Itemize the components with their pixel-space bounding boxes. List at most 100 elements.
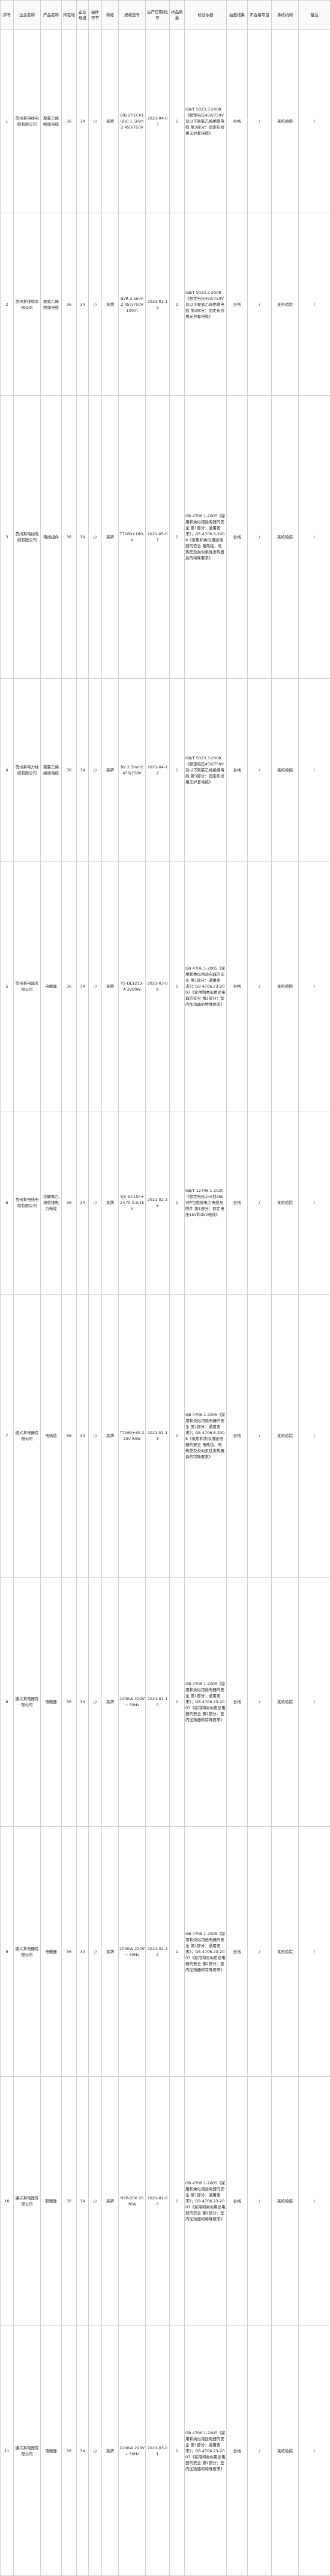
table-cell: 合格 — [226, 395, 248, 679]
table-cell: 遵义某电器有限公司 — [13, 1826, 41, 2077]
table-cell: 34 — [76, 1576, 89, 1827]
table-cell: GB 4706.1-2005《家用和类似用途电器的安全 第1部分：通用要求》；G… — [184, 2076, 227, 2327]
table-cell: 36 — [61, 212, 77, 396]
table-cell: / — [247, 212, 272, 396]
table-cell: / — [247, 2325, 272, 2576]
table-cell: 6 — [0, 1111, 14, 1295]
column-header: 企业规模 — [76, 0, 89, 30]
table-cell: 2021-03-15 — [145, 212, 170, 396]
table-cell: 合格 — [226, 29, 248, 213]
table-cell: YS-DL1213-A 2200W — [118, 861, 146, 1112]
table-cell: 小 — [88, 2076, 102, 2327]
table-cell: 34 — [76, 2325, 89, 2576]
table-cell: 小 — [88, 1294, 102, 1578]
table-cell: 34 — [76, 1826, 89, 2077]
table-cell: 合格 — [226, 678, 248, 862]
table-cell: 1 — [169, 1111, 185, 1295]
table-cell: 某检验院 — [271, 29, 299, 213]
header-row: 序号 企业名称 产品名称 所在地 企业规模 抽样环节 商标 规格型号 生产日期/批号 样品数量 检验… — [0, 0, 330, 30]
table-cell: 2000W 220V~ 50Hz — [118, 1826, 146, 2077]
table-cell: 1 — [169, 1826, 185, 2077]
table-cell: / — [247, 395, 272, 679]
table-cell: 贵州某线缆有限公司 — [13, 212, 41, 396]
table-cell: 小 — [88, 1826, 102, 2077]
table-cell: / — [247, 861, 272, 1112]
table-cell: 合格 — [226, 1826, 248, 2077]
table-cell: 7 — [0, 1294, 14, 1578]
table-cell: 小 — [88, 2325, 102, 2576]
table-cell: 某检验院 — [271, 1111, 299, 1295]
table-cell: 合格 — [226, 212, 248, 396]
table-cell: / — [298, 212, 330, 396]
table-cell: / — [298, 2076, 330, 2327]
table-cell: 合格 — [226, 2325, 248, 2576]
table-cell: 某检验院 — [271, 1826, 299, 2077]
table-cell: GB 4706.1-2005《家用和类似用途电器的安全 第1部分：通用要求》；G… — [184, 1826, 227, 2077]
table-cell: 聚氯乙烯绝缘电缆 — [40, 678, 62, 862]
table-cell: 某检验院 — [271, 1294, 299, 1578]
table-cell: 电暖器 — [40, 1826, 62, 2077]
table-cell: / — [247, 1111, 272, 1295]
table-row: 2 贵州某线缆有限公司 聚氯乙烯绝缘电缆 36 34 小某牌 BVR 2.5mm2 450/… — [0, 212, 330, 396]
table-cell: 2021-02-22 — [145, 1826, 170, 2077]
table-cell: 小 — [88, 861, 102, 1112]
table-cell: 电热毯 — [40, 1294, 62, 1578]
table-cell: 2021-05-07 — [145, 395, 170, 679]
table-cell: 合格 — [226, 1111, 248, 1295]
table-cell: / — [247, 29, 272, 213]
table-cell: BVR 2.5mm2 450/750V 100m — [118, 212, 146, 396]
table-row: 5 贵州某电器有限公司 电暖器 36 34 小某牌 YS-DL1213-A 2200W 202… — [0, 861, 330, 1112]
table-cell: 电暖器 — [40, 1576, 62, 1827]
column-header: 承检机构 — [271, 0, 299, 30]
table-cell: 34 — [76, 861, 89, 1112]
table-cell: GB 4706.1-2005《家用和类似用途电器的安全 第1部分：通用要求》；G… — [184, 395, 227, 679]
table-cell: 34 — [76, 395, 89, 679]
table-cell: 34 — [76, 1294, 89, 1578]
table-cell: 贵州某电器有限公司 — [13, 861, 41, 1112]
table-cell: 小 — [88, 678, 102, 862]
table-cell: 某牌 — [101, 1294, 119, 1578]
table-cell: 8 — [0, 1576, 14, 1827]
table-cell: 36 — [61, 2325, 77, 2576]
table-cell: 36 — [61, 861, 77, 1112]
table-cell: 某检验院 — [271, 212, 299, 396]
table-cell: 34 — [76, 212, 89, 396]
table-cell: 2021-03-01 — [145, 2325, 170, 2576]
column-header: 生产日期/批号 — [145, 0, 170, 30]
table-cell: 某牌 — [101, 1111, 119, 1295]
table-cell: 34 — [76, 2076, 89, 2327]
table-cell: 电暖器 — [40, 861, 62, 1112]
table-cell: 36 — [61, 1576, 77, 1827]
table-cell: 1 — [169, 212, 185, 396]
table-cell: YJV 3×150+2×70 0.6/1kV — [118, 1111, 146, 1295]
table-cell: / — [247, 1826, 272, 2077]
table-cell: GB 4706.1-2005《家用和类似用途电器的安全 第1部分：通用要求》；G… — [184, 1294, 227, 1578]
table-cell: 2021-02-10 — [145, 1576, 170, 1827]
table-cell: 1 — [169, 395, 185, 679]
column-header: 抽查结果 — [226, 0, 248, 30]
table-cell: 2021-02-26 — [145, 1111, 170, 1295]
table-cell: / — [247, 2076, 272, 2327]
table-cell: 某牌 — [101, 212, 119, 396]
table-cell: 10 — [0, 2076, 14, 2327]
table-row: 3 贵州某电线电缆有限公司 电线组件 36 34 小某牌 T7160+180-K 2021-0… — [0, 395, 330, 679]
table-cell: GB/T 12706.1-2020《额定电压1kV到35kV挤包绝缘电力电缆及附… — [184, 1111, 227, 1295]
table-cell: GB 4706.1-2005《家用和类似用途电器的安全 第1部分：通用要求》；G… — [184, 861, 227, 1112]
table-cell: GB 4706.1-2005《家用和类似用途电器的安全 第1部分：通用要求》；G… — [184, 2325, 227, 2576]
column-header: 不合格项目 — [247, 0, 272, 30]
column-header: 抽样环节 — [88, 0, 102, 30]
table-cell: 1 — [169, 2325, 185, 2576]
table-cell: / — [247, 678, 272, 862]
column-header: 产品名称 — [40, 0, 62, 30]
table-cell: 某检验院 — [271, 678, 299, 862]
table-cell: T7160+80-220V 60W — [118, 1294, 146, 1578]
table-cell: / — [298, 1576, 330, 1827]
table-cell: 4 — [0, 678, 14, 862]
table-cell: 34 — [76, 1111, 89, 1295]
table-cell: 36 — [61, 1111, 77, 1295]
table-cell: / — [298, 1826, 330, 2077]
table-cell: 取暖器 — [40, 2076, 62, 2327]
table-cell: 聚氯乙烯绝缘电缆 — [40, 212, 62, 396]
table-cell: 34 — [76, 29, 89, 213]
